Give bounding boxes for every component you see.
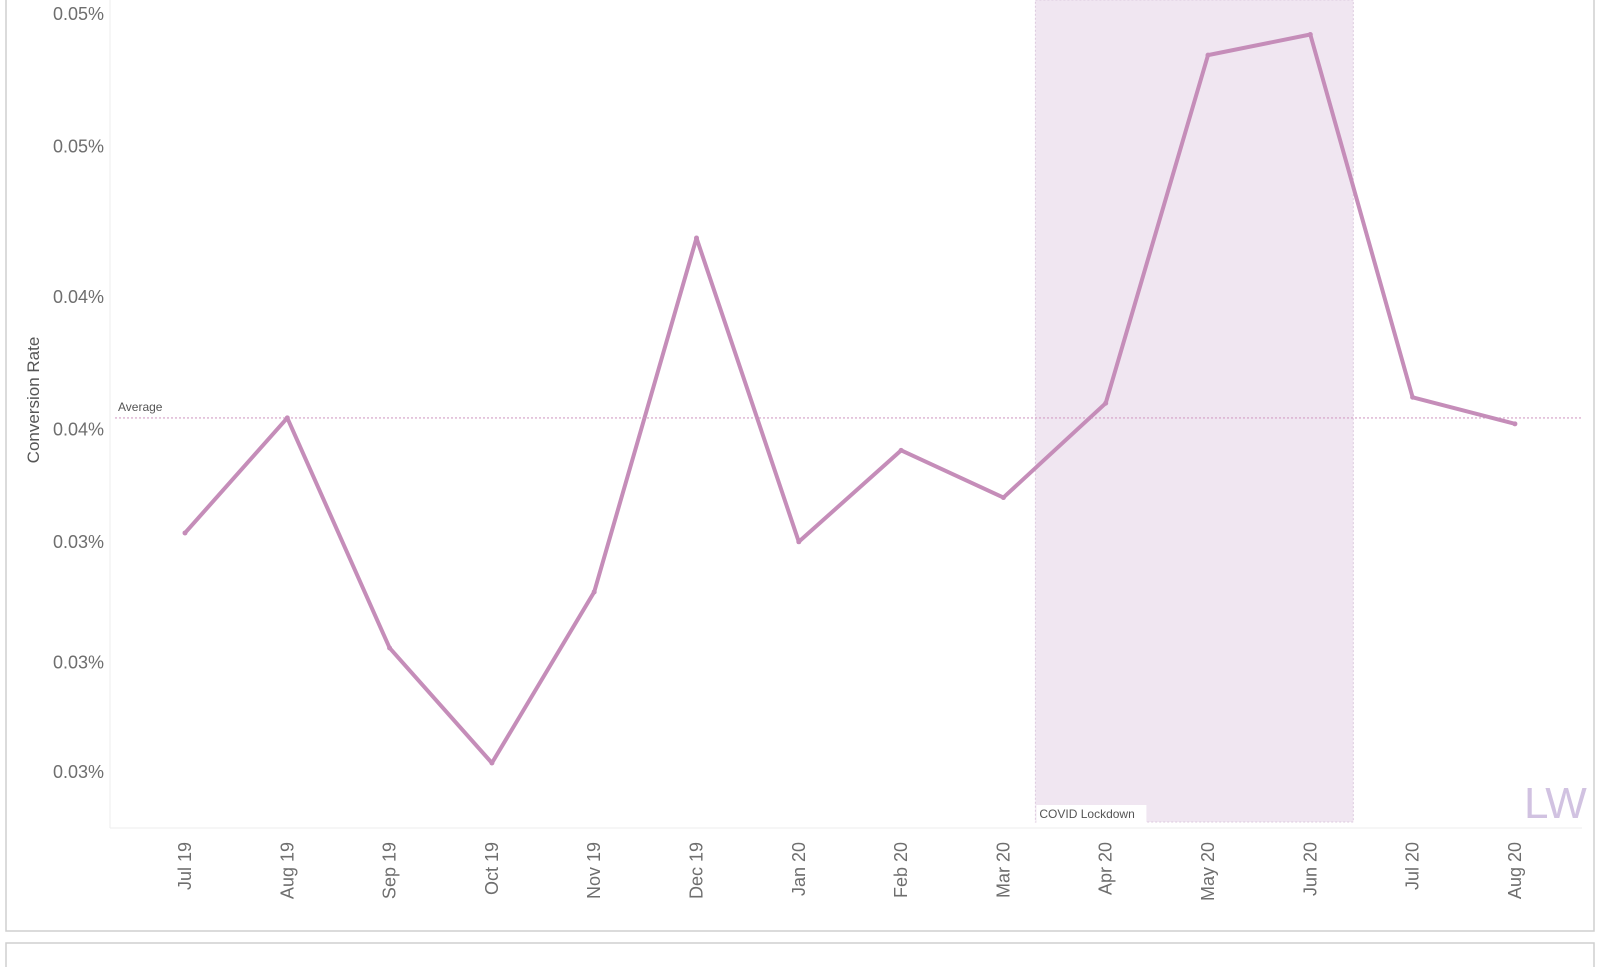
data-point[interactable] bbox=[1512, 421, 1518, 427]
average-line-layer: Average bbox=[115, 400, 1582, 419]
x-tick-label: Mar 20 bbox=[993, 842, 1013, 898]
covid-lockdown-band bbox=[1034, 0, 1354, 823]
data-point[interactable] bbox=[796, 539, 802, 545]
x-tick-label: Aug 20 bbox=[1505, 842, 1525, 899]
x-axis-ticks: Jul 19 Aug 19 Sep 19 Oct 19 Nov 19 Dec 19 Jan … bbox=[175, 842, 1525, 901]
series-line-layer bbox=[182, 31, 1518, 766]
y-tick-label: 0.05% bbox=[53, 4, 104, 24]
band-label: COVID Lockdown bbox=[1039, 807, 1134, 821]
y-axis-ticks: 0.05% 0.05% 0.04% 0.04% 0.03% 0.03% 0.03% bbox=[53, 4, 104, 782]
x-tick-label: Dec 19 bbox=[687, 842, 707, 899]
data-point[interactable] bbox=[591, 589, 597, 595]
x-tick-label: Nov 19 bbox=[584, 842, 604, 899]
y-tick-label: 0.04% bbox=[53, 420, 104, 440]
x-tick-label: Jan 20 bbox=[789, 842, 809, 896]
x-tick-label: May 20 bbox=[1198, 842, 1218, 901]
data-point[interactable] bbox=[1410, 394, 1416, 400]
data-point[interactable] bbox=[1000, 495, 1006, 501]
series-line bbox=[183, 32, 1517, 766]
x-tick-label: Apr 20 bbox=[1096, 842, 1116, 895]
x-tick-label: Aug 19 bbox=[277, 842, 297, 899]
band-label-background bbox=[1036, 805, 1147, 823]
x-tick-label: Oct 19 bbox=[482, 842, 502, 895]
data-point[interactable] bbox=[898, 447, 904, 453]
y-axis-title: Conversion Rate bbox=[24, 337, 43, 464]
y-tick-label: 0.04% bbox=[53, 287, 104, 307]
shaded-band-layer: COVID Lockdown bbox=[1034, 0, 1354, 823]
chart-panel-border bbox=[5, 0, 1595, 932]
x-tick-label: Jul 20 bbox=[1403, 842, 1423, 890]
data-point[interactable] bbox=[182, 530, 188, 536]
data-point[interactable] bbox=[489, 760, 495, 766]
y-tick-label: 0.03% bbox=[53, 532, 104, 552]
footer-panel-border bbox=[5, 942, 1595, 972]
data-point[interactable] bbox=[1307, 31, 1313, 37]
average-label: Average bbox=[118, 400, 163, 414]
data-point[interactable] bbox=[694, 235, 699, 241]
lw-logo: LW bbox=[1524, 779, 1587, 828]
x-tick-label: Jul 19 bbox=[175, 842, 195, 890]
data-point[interactable] bbox=[1103, 400, 1109, 406]
data-point[interactable] bbox=[1205, 52, 1211, 58]
y-tick-label: 0.03% bbox=[53, 762, 104, 782]
y-tick-label: 0.03% bbox=[53, 653, 104, 673]
data-point[interactable] bbox=[284, 415, 290, 421]
y-tick-label: 0.05% bbox=[53, 137, 104, 157]
x-tick-label: Feb 20 bbox=[891, 842, 911, 898]
x-tick-label: Jun 20 bbox=[1300, 842, 1320, 896]
data-point[interactable] bbox=[387, 645, 393, 651]
x-tick-label: Sep 19 bbox=[380, 842, 400, 899]
watermark-text: LW bbox=[1524, 779, 1587, 828]
